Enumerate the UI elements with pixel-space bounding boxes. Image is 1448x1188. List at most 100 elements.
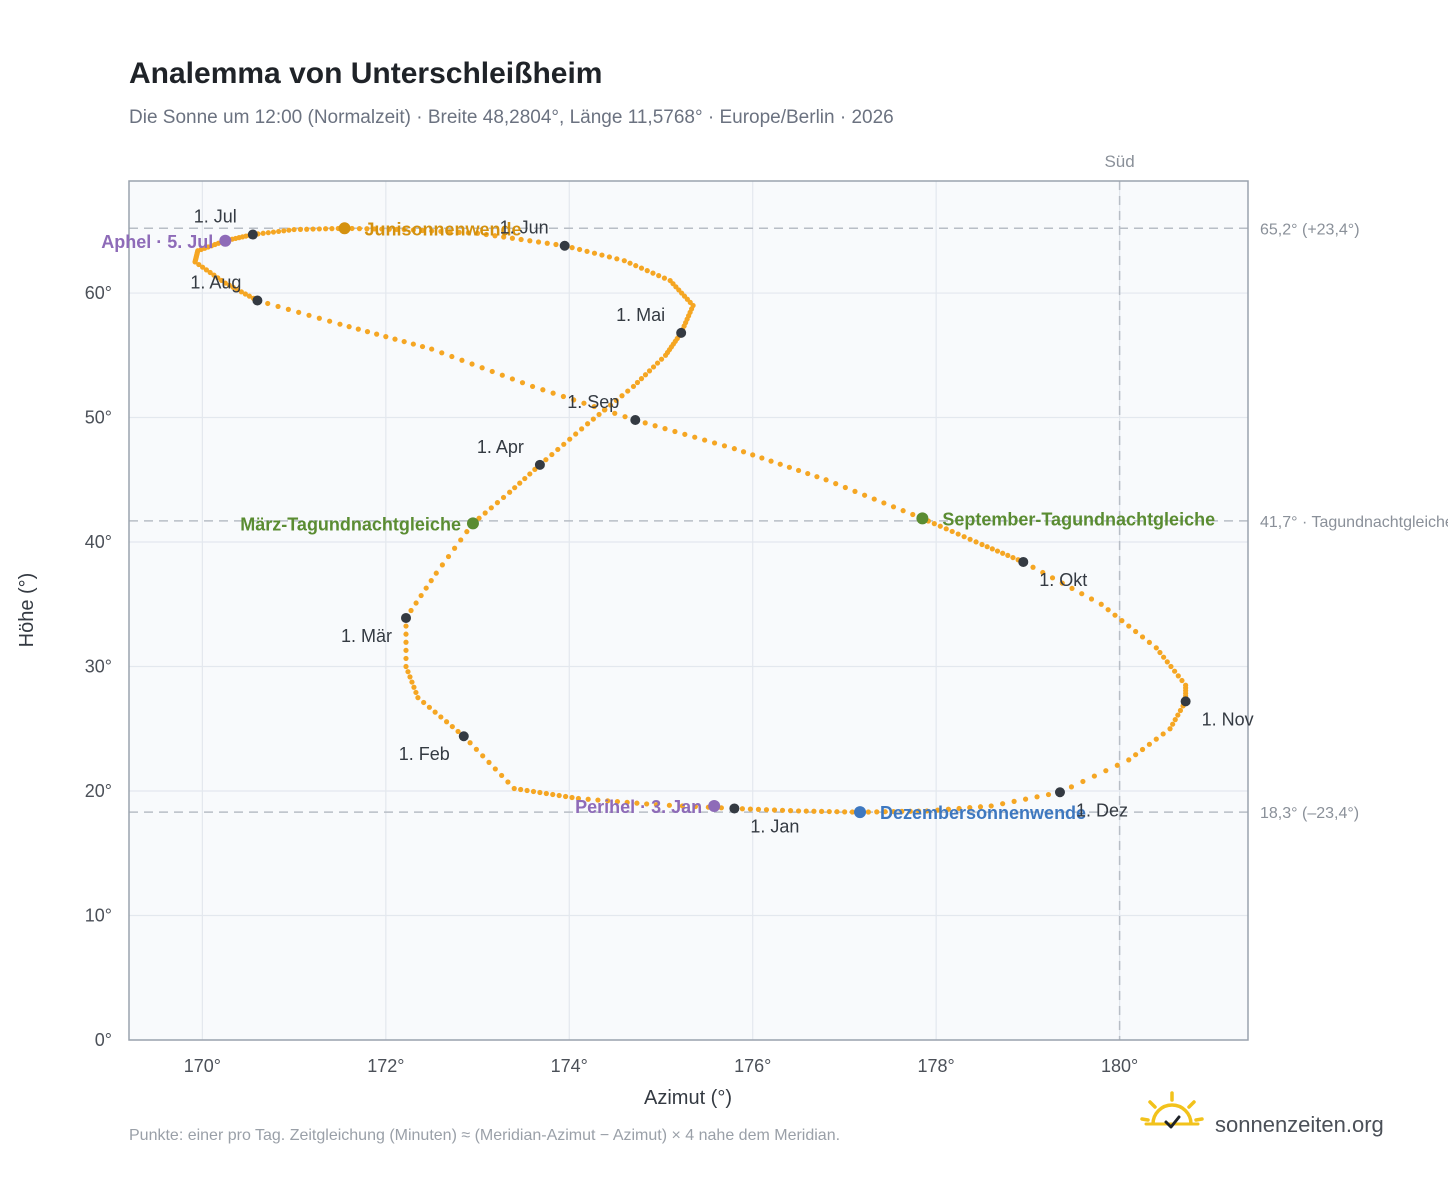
- month-point: [729, 803, 740, 814]
- daily-sun-point: [1068, 784, 1075, 790]
- daily-sun-point: [379, 226, 385, 232]
- daily-sun-point: [1133, 752, 1139, 758]
- daily-sun-point: [826, 808, 832, 815]
- daily-sun-point: [943, 526, 949, 532]
- daily-sun-point: [661, 275, 668, 281]
- daily-sun-point: [327, 318, 333, 324]
- daily-sun-point: [606, 254, 612, 260]
- daily-sun-point: [607, 402, 614, 408]
- daily-sun-point: [585, 796, 591, 802]
- daily-sun-point: [459, 357, 465, 363]
- daily-sun-point: [1034, 794, 1040, 800]
- daily-sun-point: [569, 794, 575, 801]
- daily-sun-point: [596, 411, 602, 418]
- daily-sun-point: [1170, 721, 1176, 727]
- x-tick-label: 172°: [367, 1056, 404, 1076]
- analemma-curve: [192, 225, 1189, 815]
- event-point: [854, 806, 867, 819]
- daily-sun-point: [260, 230, 266, 236]
- daily-sun-point: [492, 766, 498, 772]
- daily-sun-point: [507, 489, 513, 495]
- event-point: [219, 234, 232, 247]
- daily-sun-point: [768, 458, 774, 464]
- daily-sun-point: [270, 229, 277, 235]
- daily-sun-point: [411, 684, 417, 690]
- daily-sun-point: [553, 241, 559, 248]
- daily-sun-point: [537, 789, 543, 796]
- daily-sun-point: [605, 798, 611, 804]
- daily-sun-point: [1088, 596, 1095, 602]
- month-markers: 1. Jan 1. Feb 1. Mär 1. Apr 1. Mai 1. Jun 1. J…: [190, 207, 1253, 837]
- daily-sun-point: [479, 365, 485, 371]
- daily-sun-point: [1000, 801, 1006, 807]
- daily-sun-point: [509, 235, 515, 241]
- daily-sun-point: [625, 388, 631, 394]
- daily-sun-point: [426, 704, 432, 710]
- daily-sun-point: [881, 500, 887, 506]
- daily-sun-point: [505, 779, 511, 785]
- daily-sun-point: [226, 282, 232, 288]
- daily-sun-point: [890, 808, 897, 815]
- daily-sun-point: [759, 455, 765, 461]
- daily-sun-point: [786, 464, 792, 470]
- daily-sun-point: [692, 434, 698, 440]
- daily-sun-point: [899, 808, 905, 815]
- daily-sun-point: [658, 356, 665, 362]
- daily-sun-point: [721, 443, 728, 449]
- daily-sun-point: [428, 578, 434, 584]
- daily-sun-point: [1146, 741, 1152, 747]
- month-label: 1. Mai: [616, 305, 665, 325]
- daily-sun-point: [196, 261, 202, 268]
- daily-sun-point: [355, 326, 361, 332]
- daily-sun-point: [509, 376, 515, 382]
- daily-sun-point: [524, 787, 530, 794]
- daily-sun-point: [1146, 639, 1152, 646]
- daily-sun-point: [408, 607, 414, 614]
- daily-sun-point: [410, 341, 416, 347]
- month-point: [630, 415, 641, 426]
- daily-sun-point: [1126, 757, 1132, 763]
- daily-sun-point: [449, 353, 455, 360]
- daily-sun-point: [433, 570, 439, 576]
- daily-sun-point: [865, 809, 871, 815]
- daily-sun-point: [1079, 591, 1085, 597]
- daily-sun-point: [638, 376, 645, 382]
- x-tick-label: 174°: [551, 1056, 588, 1076]
- daily-sun-point: [452, 545, 458, 551]
- daily-sun-point: [544, 240, 550, 246]
- daily-sun-point: [702, 437, 708, 443]
- daily-sun-point: [621, 258, 627, 264]
- daily-sun-point: [349, 225, 355, 232]
- month-label: 1. Sep: [567, 392, 619, 412]
- daily-sun-point: [779, 807, 786, 813]
- daily-sun-point: [956, 805, 962, 812]
- daily-sun-point: [644, 268, 650, 274]
- event-label: Dezembersonnenwende: [880, 803, 1086, 823]
- daily-sun-point: [482, 510, 488, 516]
- daily-sun-point: [627, 260, 633, 266]
- daily-sun-point: [410, 227, 416, 233]
- daily-sun-point: [612, 410, 618, 416]
- daily-sun-point: [562, 793, 569, 800]
- y-tick-label: 30°: [85, 657, 112, 677]
- daily-sun-point: [633, 263, 639, 269]
- daily-sun-point: [218, 277, 225, 284]
- daily-sun-point: [907, 808, 913, 814]
- daily-sun-point: [439, 562, 445, 568]
- daily-sun-point: [276, 228, 282, 235]
- daily-sun-point: [286, 227, 292, 233]
- daily-sun-point: [787, 808, 794, 814]
- month-point: [400, 612, 411, 623]
- daily-sun-point: [549, 451, 555, 458]
- daily-sun-point: [480, 753, 486, 759]
- month-label: 1. Aug: [190, 273, 241, 293]
- south-marker: Süd: [1104, 152, 1135, 1040]
- daily-sun-point: [994, 548, 1001, 554]
- daily-sun-point: [1010, 554, 1016, 561]
- daily-sun-point: [316, 315, 322, 321]
- x-tick-label: 176°: [734, 1056, 771, 1076]
- daily-sun-point: [614, 256, 620, 262]
- daily-sun-point: [814, 474, 820, 480]
- daily-sun-point: [419, 343, 426, 350]
- daily-sun-point: [519, 380, 526, 386]
